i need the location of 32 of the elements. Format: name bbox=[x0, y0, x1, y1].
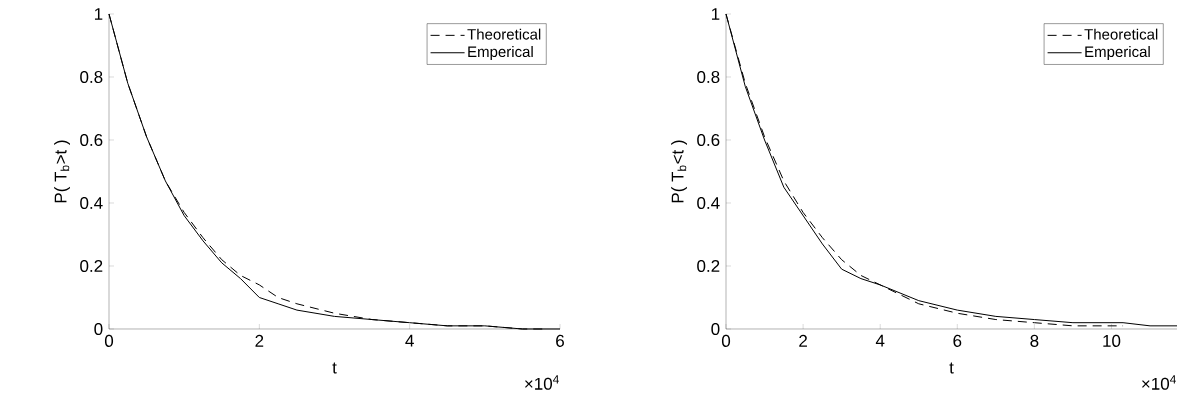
y-axis-title: P( T$_{b}$>t ) bbox=[54, 140, 70, 203]
text: ×10$^{4}$ bbox=[525, 375, 559, 390]
y-tick-label: 1 bbox=[711, 8, 720, 20]
x-tick-label: 6 bbox=[953, 334, 962, 347]
legend-label: Theoretical bbox=[1084, 28, 1158, 40]
x-tick-label: 8 bbox=[1030, 334, 1039, 347]
y-tick-label: 1 bbox=[94, 8, 103, 20]
text: ×10$^{4}$ bbox=[1142, 375, 1176, 390]
x-tick-label: 10 bbox=[1103, 334, 1121, 347]
y-tick-label: 0 bbox=[94, 322, 103, 336]
x-tick-label: 2 bbox=[255, 334, 264, 347]
legend-label: Emperical bbox=[468, 46, 533, 61]
y-tick-label: 0.2 bbox=[697, 259, 720, 273]
x-tick-label: 4 bbox=[875, 334, 885, 347]
y-tick-label: 0.6 bbox=[697, 133, 720, 147]
legend-label: Theoretical bbox=[467, 28, 541, 40]
x-tick-label: 0 bbox=[721, 334, 731, 347]
y-axis-title: P( T$_{b}$<t ) bbox=[671, 140, 687, 203]
x-tick-label: 4 bbox=[405, 334, 414, 347]
y-tick-label: 0.6 bbox=[80, 133, 103, 147]
x-tick-label: 2 bbox=[799, 334, 807, 347]
y-tick-label: 0.4 bbox=[697, 196, 720, 210]
y-tick-label: 0.4 bbox=[80, 196, 103, 210]
x-axis-title: t bbox=[949, 362, 954, 374]
x-axis-title: t bbox=[332, 362, 337, 374]
y-tick-label: 0 bbox=[711, 322, 720, 336]
x-tick-label: 6 bbox=[556, 334, 564, 347]
y-tick-label: 0.8 bbox=[697, 70, 720, 84]
x-tick-label: 0 bbox=[104, 334, 114, 347]
y-tick-label: 0.8 bbox=[80, 70, 103, 84]
y-tick-label: 0.2 bbox=[80, 259, 103, 273]
legend-label: Emperical bbox=[1085, 46, 1150, 61]
